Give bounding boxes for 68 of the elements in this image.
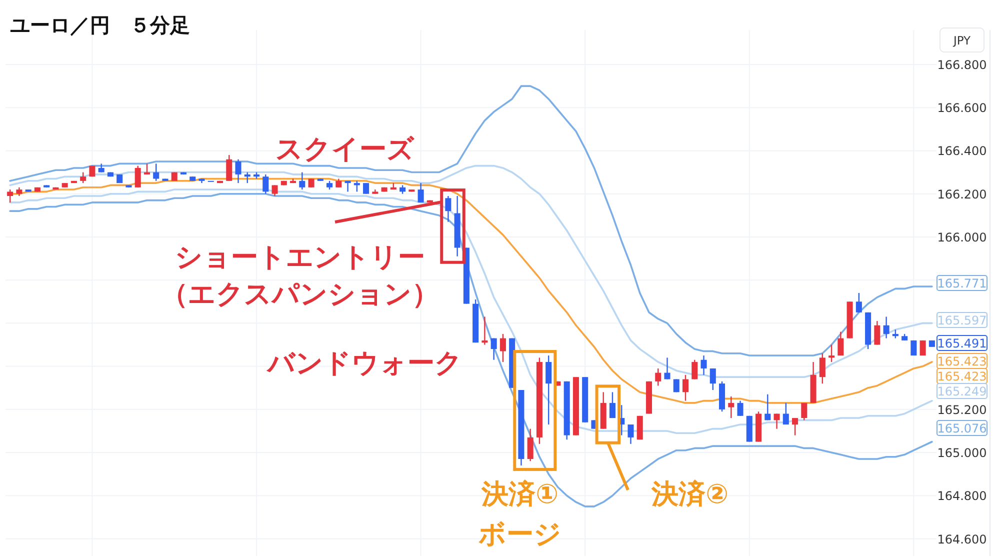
candlestick <box>682 374 689 402</box>
candlestick <box>801 402 808 421</box>
annotation: （エクスパンション） <box>161 279 439 310</box>
y-tick-label: 166.400 <box>937 144 987 158</box>
annotation: ボージ <box>478 519 562 550</box>
candlestick <box>883 316 890 339</box>
candlestick <box>664 357 670 380</box>
candlestick <box>764 394 771 421</box>
candlestick <box>445 195 452 222</box>
text: 165.491 <box>937 336 987 350</box>
annotation: バンドウォーク <box>266 348 462 379</box>
line-series <box>9 192 933 508</box>
candlestick <box>226 154 232 182</box>
candlestick <box>490 338 497 360</box>
candlestick <box>710 368 716 391</box>
annotation: スクイーズ <box>276 134 416 165</box>
annotation: 決済② <box>650 479 728 510</box>
text: 165.597 <box>937 313 987 328</box>
candlestick <box>819 352 826 384</box>
candlestick <box>700 354 707 376</box>
y-tick-label: 165.200 <box>937 402 987 417</box>
candlestick <box>299 172 306 190</box>
y-tick-label: 164.800 <box>937 489 987 504</box>
candlestick <box>737 400 744 416</box>
candlestick <box>7 188 14 204</box>
candlestick <box>792 417 798 436</box>
candlestick <box>774 413 780 430</box>
candlestick <box>80 172 86 184</box>
annotation: ショートエントリー <box>175 242 425 273</box>
text: 165.076 <box>937 421 987 436</box>
y-tick-label: 164.600 <box>937 532 987 546</box>
candlestick <box>482 316 488 346</box>
candlestick <box>354 180 360 192</box>
candlestick <box>527 428 534 462</box>
candlestick <box>363 182 370 194</box>
candlestick <box>828 344 835 363</box>
candlestick <box>838 331 844 356</box>
candlestick <box>153 163 160 182</box>
annotation: 決済① <box>480 479 558 510</box>
candlestick <box>673 378 680 393</box>
candlestick <box>418 182 424 204</box>
text: 165.423 <box>937 354 987 368</box>
candlestick <box>262 174 269 194</box>
candlestick <box>692 359 698 380</box>
candlestick <box>782 402 789 426</box>
y-axis-title: JPY <box>952 34 972 48</box>
candlestick <box>874 320 880 346</box>
y-tick-label: 166.200 <box>937 187 987 202</box>
candlestick <box>144 163 150 176</box>
candlestick <box>134 165 141 188</box>
y-tick-label: 166.800 <box>937 58 987 72</box>
candlestick <box>546 354 552 426</box>
y-tick-label: 166.600 <box>937 101 987 116</box>
text: 165.249 <box>937 384 987 398</box>
text: 165.771 <box>937 276 987 290</box>
candlestick <box>500 333 506 363</box>
candlestick <box>235 158 242 184</box>
candlestick <box>655 368 662 386</box>
candlestick <box>628 424 634 444</box>
candlestick <box>856 292 862 313</box>
candlestick <box>609 392 616 419</box>
text: 165.423 <box>937 369 987 384</box>
y-tick-label: 165.000 <box>937 446 987 460</box>
candlestick <box>272 184 278 197</box>
y-tick-label: 166.000 <box>937 230 987 244</box>
candlestick <box>728 396 734 419</box>
chart-title: ユーロ／円 ５分足 <box>10 13 190 37</box>
candlestick <box>244 172 250 184</box>
